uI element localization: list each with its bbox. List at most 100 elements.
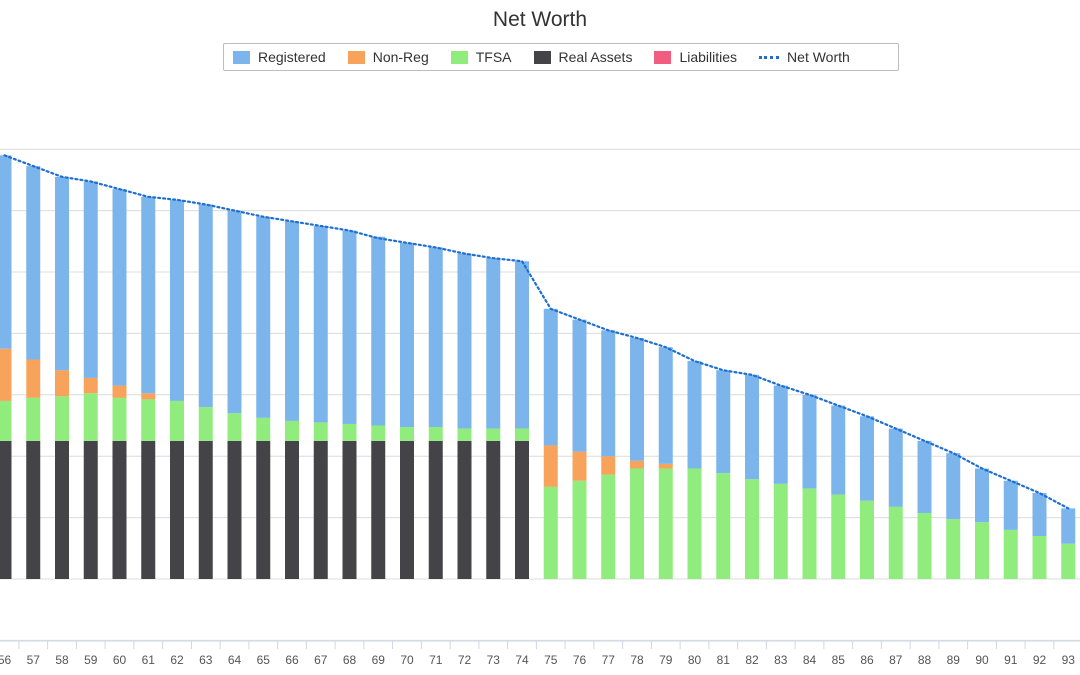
bar-non-reg — [572, 451, 587, 481]
x-tick-label: 64 — [228, 653, 242, 667]
x-tick-label: 82 — [745, 653, 759, 667]
legend-item-real-assets[interactable]: Real Assets — [533, 49, 633, 65]
bar-registered — [716, 370, 731, 474]
bar-registered — [55, 176, 69, 371]
bar-registered — [572, 319, 587, 452]
bar-tfsa — [773, 483, 788, 579]
bar-non-reg — [112, 385, 127, 398]
bar-tfsa — [170, 400, 184, 441]
x-tick-label: 76 — [573, 653, 587, 667]
x-tick-label: 88 — [918, 653, 932, 667]
bar-registered — [888, 428, 903, 507]
chart-legend: Registered Non-Reg TFSA Real Assets Liab… — [223, 43, 899, 71]
bar-real-assets — [515, 440, 529, 579]
bar-real-assets — [400, 440, 414, 579]
x-tick-label: 58 — [55, 653, 69, 667]
bar-tfsa — [486, 428, 501, 441]
x-tick-label: 77 — [602, 653, 616, 667]
bar-tfsa — [371, 425, 386, 441]
bar-tfsa — [831, 494, 846, 579]
bar-registered — [946, 453, 961, 520]
legend-item-registered[interactable]: Registered — [233, 49, 326, 65]
bar-real-assets — [198, 440, 213, 579]
x-tick-label: 80 — [688, 653, 702, 667]
bar-real-assets — [371, 440, 386, 579]
bar-tfsa — [515, 428, 529, 441]
bar-tfsa — [285, 420, 299, 441]
bar-registered — [83, 181, 98, 378]
x-tick-label: 87 — [889, 653, 903, 667]
x-tick-label: 73 — [487, 653, 501, 667]
legend-swatch-tfsa — [450, 50, 468, 64]
x-tick-label: 65 — [257, 653, 271, 667]
bar-registered — [227, 210, 242, 414]
legend-item-liabilities[interactable]: Liabilities — [654, 49, 737, 65]
bar-tfsa — [112, 397, 127, 441]
bar-real-assets — [457, 440, 472, 579]
x-tick-label: 61 — [142, 653, 156, 667]
bar-registered — [917, 440, 932, 513]
bar-tfsa — [572, 480, 587, 579]
bar-registered — [457, 253, 472, 429]
x-tick-label: 91 — [1004, 653, 1018, 667]
bar-tfsa — [227, 413, 242, 441]
bar-non-reg — [601, 456, 616, 475]
bar-registered — [486, 258, 501, 429]
bar-registered — [371, 236, 386, 426]
bar-registered — [515, 261, 529, 429]
bar-tfsa — [26, 397, 41, 441]
bar-tfsa — [687, 468, 702, 579]
x-tick-label: 56 — [0, 653, 11, 667]
bar-tfsa — [457, 428, 472, 441]
x-tick-label: 66 — [285, 653, 299, 667]
bar-non-reg — [141, 393, 156, 400]
bar-real-assets — [256, 440, 271, 579]
bar-registered — [112, 189, 127, 386]
bar-tfsa — [658, 468, 673, 579]
x-tick-label: 75 — [544, 653, 558, 667]
bar-tfsa — [1003, 529, 1018, 579]
legend-label-real-assets: Real Assets — [558, 49, 633, 65]
legend-item-non-reg[interactable]: Non-Reg — [347, 49, 429, 65]
bar-tfsa — [630, 468, 644, 579]
bar-non-reg — [26, 359, 41, 398]
legend-item-net-worth[interactable]: Net Worth — [759, 49, 850, 65]
bar-real-assets — [486, 440, 501, 579]
legend-item-tfsa[interactable]: TFSA — [450, 49, 512, 65]
bar-tfsa — [1061, 543, 1076, 579]
legend-label-net-worth: Net Worth — [787, 49, 850, 65]
bar-non-reg — [55, 370, 69, 397]
x-tick-label: 78 — [630, 653, 644, 667]
x-tick-label: 70 — [400, 653, 414, 667]
x-tick-label: 60 — [113, 653, 127, 667]
legend-swatch-registered — [233, 50, 250, 64]
bar-registered — [1032, 493, 1047, 537]
bar-tfsa — [55, 396, 69, 441]
bar-tfsa — [342, 423, 357, 441]
bar-real-assets — [428, 440, 443, 579]
x-tick-label: 69 — [372, 653, 386, 667]
bar-tfsa — [860, 500, 874, 579]
legend-label-registered: Registered — [258, 49, 326, 65]
bar-registered — [860, 416, 874, 501]
bar-real-assets — [285, 440, 299, 579]
bar-registered — [26, 166, 41, 360]
bar-registered — [1003, 480, 1018, 530]
bar-real-assets — [342, 440, 357, 579]
legend-swatch-net-worth — [759, 55, 780, 59]
bar-registered — [543, 308, 558, 446]
bar-tfsa — [1032, 536, 1047, 579]
bar-real-assets — [227, 440, 242, 579]
x-tick-label: 89 — [947, 653, 961, 667]
bar-registered — [285, 221, 299, 421]
x-tick-label: 90 — [975, 653, 989, 667]
bar-tfsa — [313, 422, 328, 441]
bar-tfsa — [917, 512, 932, 579]
x-tick-label: 59 — [84, 653, 98, 667]
x-tick-label: 83 — [774, 653, 788, 667]
x-tick-label: 86 — [860, 653, 874, 667]
x-tick-label: 57 — [27, 653, 41, 667]
x-tick-label: 79 — [659, 653, 673, 667]
bar-tfsa — [802, 488, 817, 579]
bar-registered — [687, 361, 702, 469]
